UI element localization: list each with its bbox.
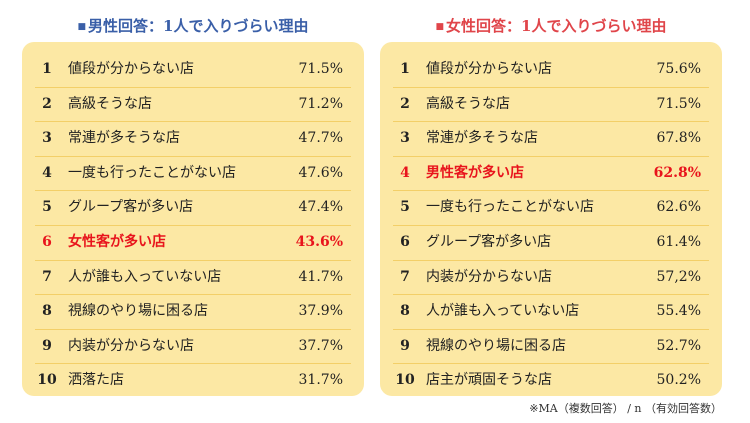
men-panel-title: ■ 男性回答：1人で入りづらい理由 <box>22 14 364 38</box>
store-type-label: グループ客が多い店 <box>426 233 552 250</box>
women-table-row: 1 値段が分からない店 75.6% <box>393 53 709 88</box>
store-type-label: 値段が分からない店 <box>68 61 194 77</box>
men-title-text: 男性回答：1人で入りづらい理由 <box>88 17 309 35</box>
square-bullet-icon: ■ <box>435 22 445 32</box>
men-table-row: 5 グループ客が多い店 47.4% <box>35 191 351 226</box>
store-type-label: 内装が分からない店 <box>426 268 552 285</box>
store-type-label: 高級そうな店 <box>68 95 152 112</box>
women-ranking-rows: 1 値段が分からない店 75.6% 2 高級そうな店 71.5% 3 常連が多そうな店 67.8… <box>393 53 709 398</box>
rank-number: 3 <box>42 130 52 147</box>
store-type-label: 視線のやり場に困る店 <box>68 303 208 320</box>
rank-number: 9 <box>42 337 52 354</box>
rank-number: 6 <box>400 233 410 250</box>
men-table-row: 3 常連が多そうな店 47.7% <box>35 122 351 157</box>
percentage-value: 31.7% <box>298 372 343 389</box>
percentage-value: 57,2% <box>656 268 701 285</box>
store-type-label: 視線のやり場に困る店 <box>426 337 566 354</box>
women-table-row: 3 常連が多そうな店 67.8% <box>393 122 709 157</box>
percentage-value: 37.7% <box>298 337 343 354</box>
store-type-label: 一度も行ったことがない店 <box>426 199 594 216</box>
men-table-row: 7 人が誰も入っていない店 41.7% <box>35 261 351 296</box>
rank-number: 10 <box>37 372 57 389</box>
store-type-label: 値段が分からない店 <box>426 61 552 77</box>
percentage-value: 67.8% <box>656 130 701 147</box>
women-title-text: 女性回答：1人で入りづらい理由 <box>446 17 667 35</box>
percentage-value: 50.2% <box>656 372 701 389</box>
percentage-value: 62.8% <box>653 164 701 181</box>
women-table-row: 2 高級そうな店 71.5% <box>393 88 709 123</box>
store-type-label: 常連が多そうな店 <box>426 130 538 147</box>
store-type-label: 店主が頑固そうな店 <box>426 372 552 389</box>
men-ranking-table: 1 値段が分からない店 71.5% 2 高級そうな店 71.2% 3 常連が多そうな店 47.7… <box>22 42 364 396</box>
rank-number: 8 <box>400 303 410 320</box>
women-table-row: 9 視線のやり場に困る店 52.7% <box>393 330 709 365</box>
percentage-value: 71.5% <box>298 61 343 77</box>
store-type-label: 女性客が多い店 <box>68 233 166 250</box>
rank-number: 7 <box>400 268 410 285</box>
men-table-row: 10 洒落た店 31.7% <box>35 364 351 398</box>
men-table-row: 1 値段が分からない店 71.5% <box>35 53 351 88</box>
percentage-value: 61.4% <box>656 233 701 250</box>
rank-number: 5 <box>400 199 410 216</box>
store-type-label: 常連が多そうな店 <box>68 130 180 147</box>
women-table-row: 10 店主が頑固そうな店 50.2% <box>393 364 709 398</box>
square-bullet-icon: ■ <box>77 22 87 32</box>
rank-number: 6 <box>42 233 52 250</box>
store-type-label: 男性客が多い店 <box>426 164 524 181</box>
percentage-value: 43.6% <box>295 233 343 250</box>
percentage-value: 55.4% <box>656 303 701 320</box>
men-table-row: 8 視線のやり場に困る店 37.9% <box>35 295 351 330</box>
women-table-row: 4 男性客が多い店 62.8% <box>393 157 709 192</box>
footnote: ※MA（複数回答） / n （有効回答数） <box>529 402 722 415</box>
rank-number: 3 <box>400 130 410 147</box>
percentage-value: 52.7% <box>656 337 701 354</box>
women-table-row: 5 一度も行ったことがない店 62.6% <box>393 191 709 226</box>
percentage-value: 37.9% <box>298 303 343 320</box>
men-table-row: 9 内装が分からない店 37.7% <box>35 330 351 365</box>
store-type-label: 一度も行ったことがない店 <box>68 164 236 181</box>
store-type-label: 高級そうな店 <box>426 95 510 112</box>
store-type-label: グループ客が多い店 <box>68 199 194 216</box>
percentage-value: 75.6% <box>656 61 701 77</box>
percentage-value: 47.4% <box>298 199 343 216</box>
rank-number: 5 <box>42 199 52 216</box>
store-type-label: 内装が分からない店 <box>68 337 194 354</box>
rank-number: 4 <box>400 164 410 181</box>
rank-number: 1 <box>400 61 410 77</box>
rank-number: 9 <box>400 337 410 354</box>
men-table-row: 6 女性客が多い店 43.6% <box>35 226 351 261</box>
rank-number: 8 <box>42 303 52 320</box>
men-table-row: 4 一度も行ったことがない店 47.6% <box>35 157 351 192</box>
rank-number: 2 <box>42 95 52 112</box>
women-ranking-table: 1 値段が分からない店 75.6% 2 高級そうな店 71.5% 3 常連が多そうな店 67.8… <box>380 42 722 396</box>
percentage-value: 47.7% <box>298 130 343 147</box>
men-table-row: 2 高級そうな店 71.2% <box>35 88 351 123</box>
men-ranking-rows: 1 値段が分からない店 71.5% 2 高級そうな店 71.2% 3 常連が多そうな店 47.7… <box>35 53 351 398</box>
percentage-value: 71.5% <box>656 95 701 112</box>
rank-number: 2 <box>400 95 410 112</box>
women-panel-title: ■ 女性回答：1人で入りづらい理由 <box>380 14 722 38</box>
percentage-value: 71.2% <box>298 95 343 112</box>
store-type-label: 人が誰も入っていない店 <box>68 268 222 285</box>
women-table-row: 6 グループ客が多い店 61.4% <box>393 226 709 261</box>
store-type-label: 洒落た店 <box>68 372 124 389</box>
rank-number: 4 <box>42 164 52 181</box>
rank-number: 7 <box>42 268 52 285</box>
women-table-row: 7 内装が分からない店 57,2% <box>393 261 709 296</box>
rank-number: 10 <box>395 372 415 389</box>
rank-number: 1 <box>42 61 52 77</box>
percentage-value: 47.6% <box>298 164 343 181</box>
percentage-value: 62.6% <box>656 199 701 216</box>
percentage-value: 41.7% <box>298 268 343 285</box>
store-type-label: 人が誰も入っていない店 <box>426 303 580 320</box>
women-table-row: 8 人が誰も入っていない店 55.4% <box>393 295 709 330</box>
